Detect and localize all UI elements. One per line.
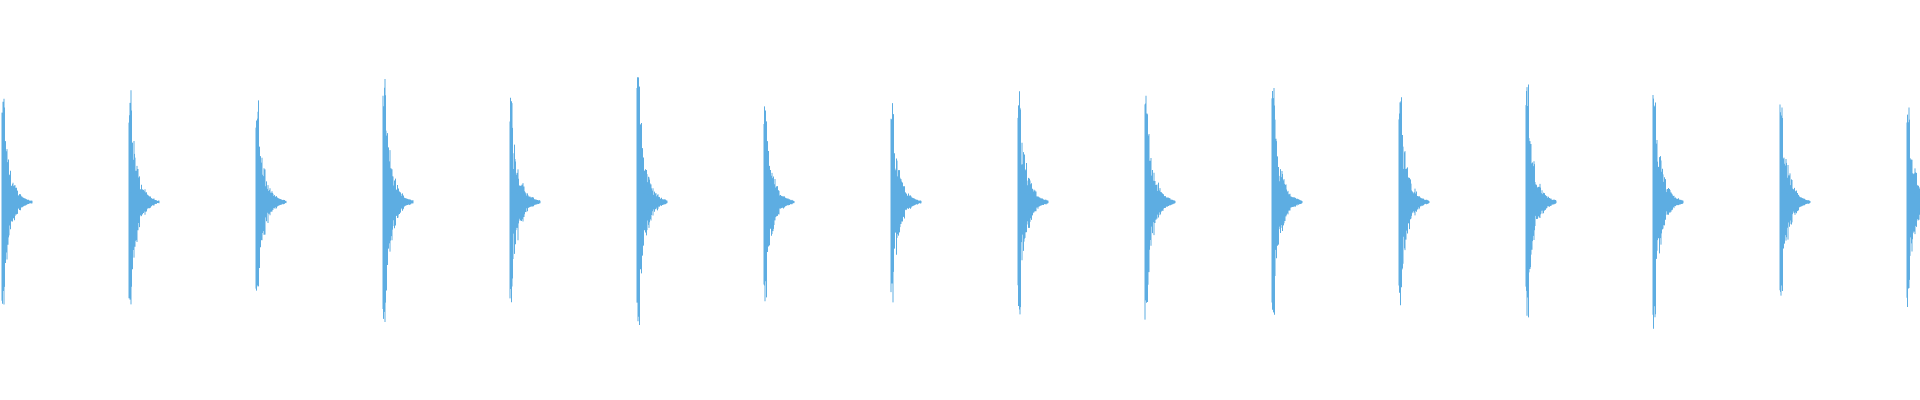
- waveform-pulse: [1017, 91, 1049, 315]
- waveform-pulses: [1, 77, 1920, 329]
- waveform-envelope-core: [510, 192, 540, 212]
- waveform-pulse: [1144, 95, 1176, 320]
- waveform-pulse: [763, 106, 795, 302]
- waveform-pulse: [255, 100, 287, 291]
- waveform-pulse: [128, 90, 160, 305]
- waveform-envelope-core: [1018, 192, 1048, 212]
- waveform-pulse: [1, 98, 33, 305]
- waveform-envelope-core: [2, 192, 32, 212]
- waveform-envelope-core: [1145, 192, 1175, 212]
- waveform-pulse: [890, 103, 922, 303]
- waveform-envelope-core: [383, 192, 413, 212]
- waveform-pulse: [1271, 87, 1303, 315]
- waveform-envelope-core: [637, 192, 667, 212]
- waveform-envelope-core: [1399, 192, 1429, 212]
- waveform-pulse: [1779, 104, 1811, 296]
- waveform-envelope-core: [891, 192, 921, 212]
- waveform-pulse: [382, 78, 414, 322]
- waveform-envelope-core: [764, 192, 794, 212]
- waveform-envelope-core: [129, 192, 159, 212]
- waveform-envelope-core: [256, 192, 286, 212]
- waveform-envelope-core: [1780, 192, 1810, 212]
- waveform-pulse: [509, 97, 541, 303]
- waveform-envelope-core: [1272, 192, 1302, 212]
- waveform-pulse: [1398, 97, 1430, 306]
- waveform-pulse: [636, 77, 668, 325]
- waveform-envelope-core: [1526, 192, 1556, 212]
- waveform-pulse: [1652, 94, 1684, 329]
- waveform-pulse: [1525, 84, 1557, 318]
- waveform-pulse: [1906, 107, 1920, 308]
- waveform-envelope-core: [1907, 192, 1920, 212]
- waveform-envelope-core: [1653, 192, 1683, 212]
